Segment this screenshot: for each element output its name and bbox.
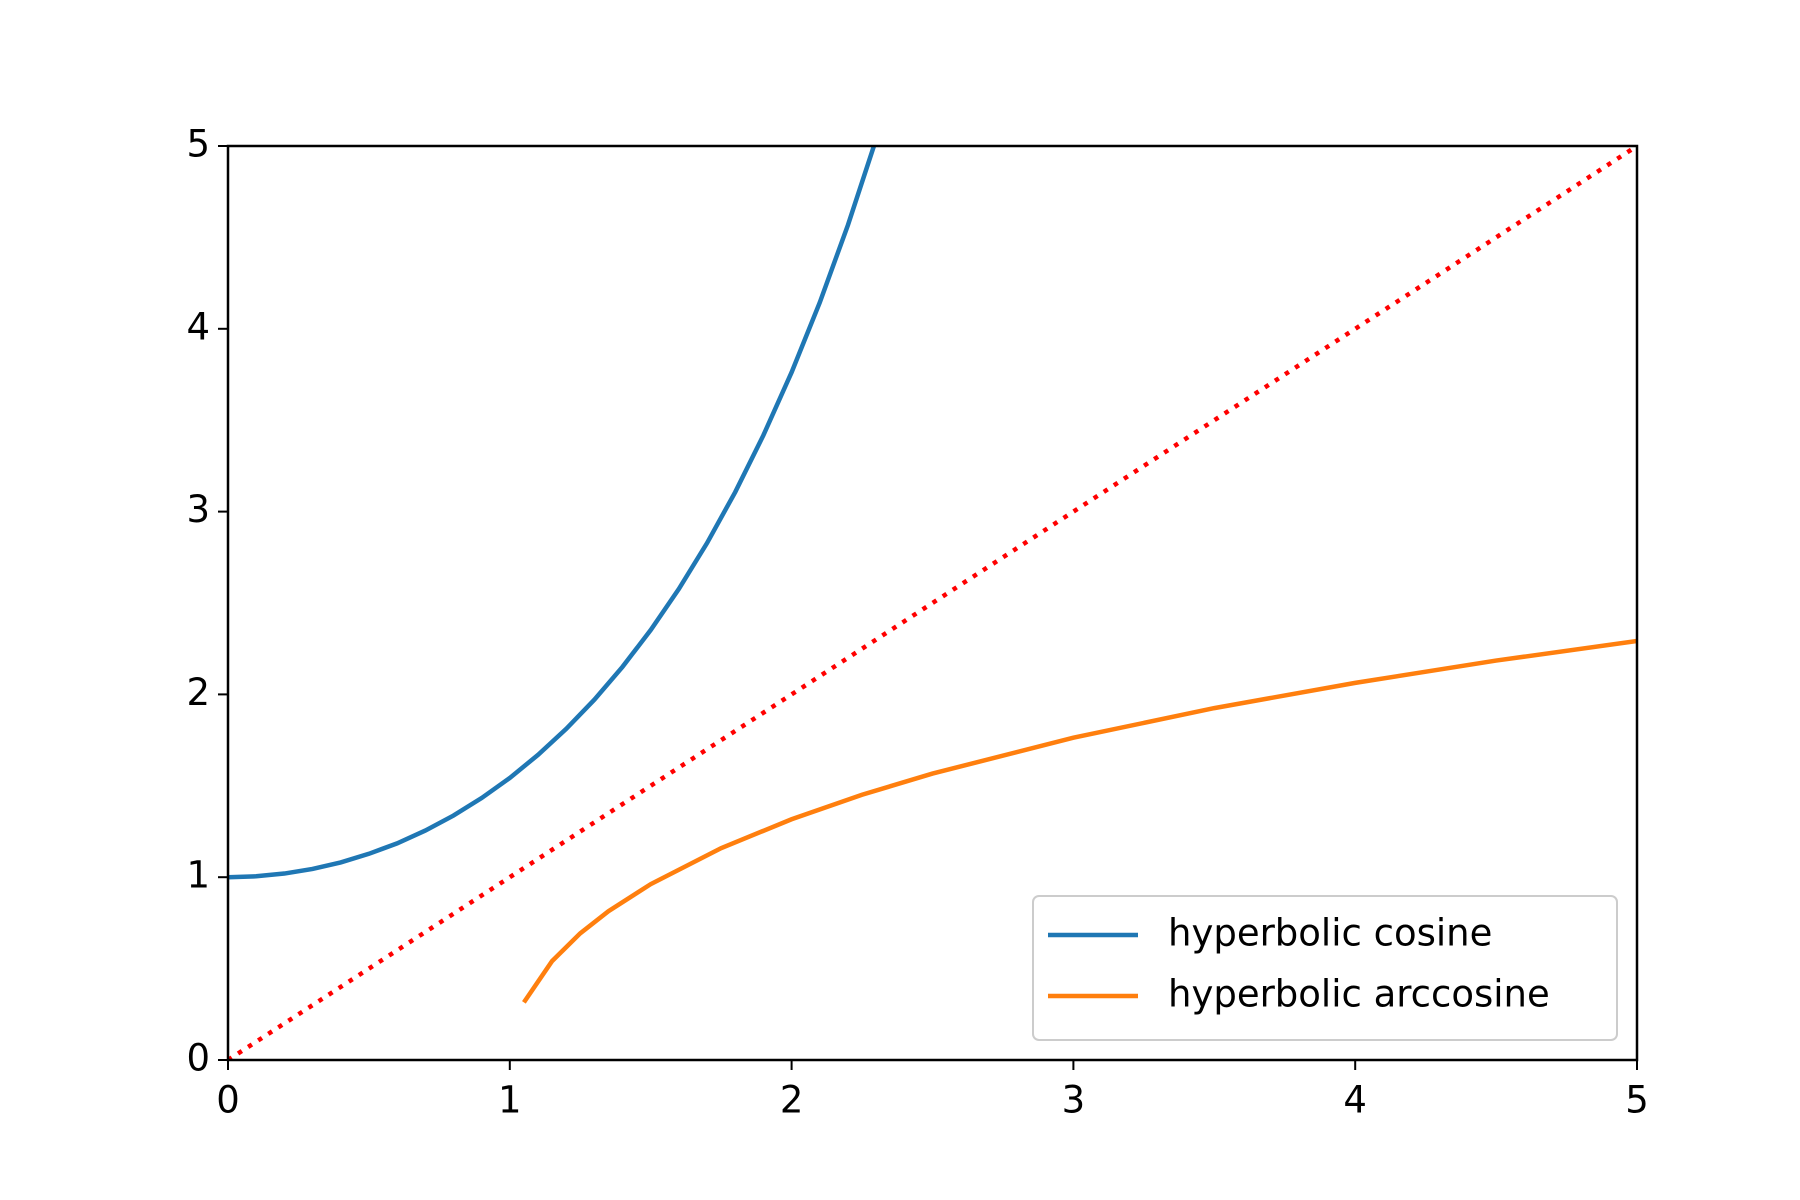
line-series <box>522 638 1637 1004</box>
y-tick-label: 0 <box>186 1037 210 1080</box>
y-tick-label: 1 <box>186 854 210 897</box>
x-tick-label: 5 <box>1625 1079 1649 1122</box>
y-tick-label: 3 <box>186 488 210 531</box>
x-tick-label: 1 <box>498 1079 522 1122</box>
axes-frame <box>226 144 1639 1062</box>
legend-label: hyperbolic cosine <box>1168 912 1492 955</box>
x-tick-label: 2 <box>780 1079 804 1122</box>
x-tick-label: 0 <box>216 1079 240 1122</box>
x-tick-label: 4 <box>1343 1079 1367 1122</box>
y-tick-label: 4 <box>186 305 210 348</box>
plot-lines <box>228 146 1637 1060</box>
y-tick-label: 2 <box>186 671 210 714</box>
legend-box <box>1032 895 1618 1041</box>
legend-label: hyperbolic arccosine <box>1168 973 1550 1016</box>
line-series <box>228 146 1637 1060</box>
y-tick-label: 5 <box>186 123 210 166</box>
x-tick-label: 3 <box>1062 1079 1086 1122</box>
line-series <box>228 146 877 880</box>
